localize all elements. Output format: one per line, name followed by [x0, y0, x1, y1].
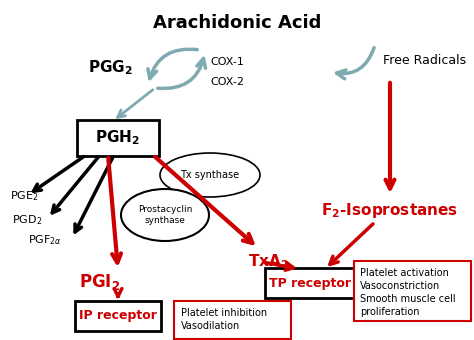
Text: Vasodilation: Vasodilation — [181, 321, 240, 331]
Text: $\mathbf{TxA_2}$: $\mathbf{TxA_2}$ — [247, 253, 288, 271]
Text: PGF$_{2\alpha}$: PGF$_{2\alpha}$ — [28, 233, 62, 247]
FancyBboxPatch shape — [75, 301, 161, 331]
Text: proliferation: proliferation — [360, 307, 419, 317]
Text: Free Radicals: Free Radicals — [383, 53, 466, 67]
Ellipse shape — [121, 189, 209, 241]
Text: PGD$_2$: PGD$_2$ — [12, 213, 42, 227]
Ellipse shape — [160, 153, 260, 197]
Text: $\mathbf{PGG_2}$: $\mathbf{PGG_2}$ — [88, 58, 133, 78]
FancyBboxPatch shape — [174, 301, 291, 339]
Text: $\mathbf{PGI_2}$: $\mathbf{PGI_2}$ — [80, 272, 120, 292]
Text: Vasoconstriction: Vasoconstriction — [360, 281, 440, 291]
Text: $\mathbf{PGH_2}$: $\mathbf{PGH_2}$ — [95, 129, 141, 147]
Text: Platelet inhibition: Platelet inhibition — [181, 308, 267, 318]
Text: Smooth muscle cell: Smooth muscle cell — [360, 294, 456, 304]
Text: Platelet activation: Platelet activation — [360, 268, 449, 278]
Text: IP receptor: IP receptor — [79, 309, 157, 323]
Text: COX-1: COX-1 — [210, 57, 244, 67]
Text: Arachidonic Acid: Arachidonic Acid — [153, 14, 321, 32]
Text: Prostacyclin
synthase: Prostacyclin synthase — [138, 205, 192, 225]
Text: PGE$_2$: PGE$_2$ — [10, 189, 38, 203]
FancyBboxPatch shape — [77, 120, 159, 156]
FancyBboxPatch shape — [265, 268, 355, 298]
FancyBboxPatch shape — [354, 261, 471, 321]
Text: Tx synthase: Tx synthase — [181, 170, 239, 180]
Text: COX-2: COX-2 — [210, 77, 244, 87]
Text: TP receptor: TP receptor — [269, 276, 351, 289]
Text: $\mathbf{F_2}$-Isoprostanes: $\mathbf{F_2}$-Isoprostanes — [321, 201, 458, 220]
